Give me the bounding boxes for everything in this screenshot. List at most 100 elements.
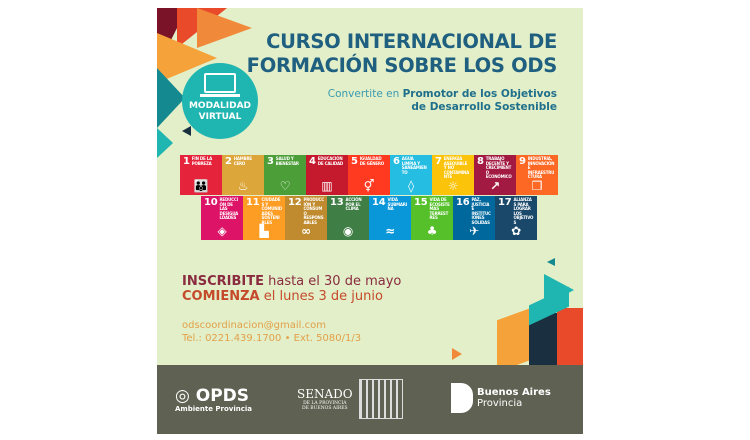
sdg-icon: ◊: [408, 179, 414, 193]
sdg-label: Producción y consumo responsables: [303, 197, 325, 225]
sdg-number: 9: [519, 156, 526, 167]
badge-line: VIRTUAL: [198, 112, 242, 122]
sponsor-footer: ◎ OPDS Ambiente Provincia SENADO DE LA P…: [157, 365, 583, 434]
sdg-number: 8: [477, 156, 484, 167]
sdg-label: Trabajo decente y crecimiento económico: [485, 156, 512, 179]
sdg-label: Alianzas para lograr los objetivos: [513, 197, 534, 225]
comienza-label: COMIENZA: [182, 289, 260, 304]
sdg-label: Paz, justicia e instituciones sólidas: [471, 197, 491, 225]
sdg-tile-9: 9 Industria, innovación e infraestructura…: [516, 155, 558, 195]
sdg-row: 1 Fin de la pobreza 👪 2 Hambre cero ♨ 3 Salud y…: [180, 155, 558, 195]
sdg-icon: ♡: [279, 179, 291, 193]
dates: INSCRIBITE hasta el 30 de mayo COMIENZA …: [182, 274, 401, 304]
sdg-tile-10: 10 Reducción de las desigualdades ◈: [201, 196, 243, 240]
laptop-base: [200, 94, 240, 97]
sdg-tile-6: 6 Agua limpia y saneamiento ◊: [390, 155, 432, 195]
sdg-tile-5: 5 Igualdad de género ⚥: [348, 155, 390, 195]
sdg-icon: ❒: [531, 179, 543, 193]
sdg-row: 10 Reducción de las desigualdades ◈ 11 Ciuda…: [201, 196, 537, 240]
sdg-icon: 👪: [193, 179, 209, 193]
sdg-icon: ♣: [426, 224, 438, 238]
sdg-label: Educación de calidad: [317, 156, 344, 166]
decor-triangle: [182, 126, 191, 136]
sdg-icon: ▥: [321, 179, 333, 193]
sdg-label: Vida submarina: [387, 197, 408, 211]
buenos-aires-logo: Buenos Aires Provincia: [451, 383, 551, 413]
sdg-icon: ◈: [217, 224, 227, 238]
sdg-icon: ✈: [469, 224, 479, 238]
ba-name: Buenos Aires: [477, 387, 551, 398]
sdg-label: Ciudades y comunidades sostenibles: [261, 197, 283, 225]
sdg-label: Vida de ecosistemas terrestres: [429, 197, 450, 220]
sdg-icon: ⚥: [363, 179, 375, 193]
ba-sub: Provincia: [477, 398, 523, 409]
sdg-number: 16: [456, 197, 470, 208]
sdg-tile-3: 3 Salud y bienestar ♡: [264, 155, 306, 195]
sdg-tile-2: 2 Hambre cero ♨: [222, 155, 264, 195]
p-logo-icon: [451, 383, 473, 413]
decor-block: [557, 308, 583, 365]
sdg-number: 6: [393, 156, 400, 167]
senado-name: SENADO: [297, 387, 353, 401]
sdg-number: 3: [267, 156, 274, 167]
decor-triangle: [157, 128, 173, 158]
sdg-label: Agua limpia y saneamiento: [401, 156, 427, 175]
sdg-icon: ≈: [385, 224, 395, 238]
comienza-date: el lunes 3 de junio: [263, 289, 383, 304]
contact: odscoordinacion@gmail.com Tel.: 0221.439…: [182, 319, 361, 345]
sdg-icon: ♨: [237, 179, 249, 193]
sdg-number: 1: [183, 156, 190, 167]
laptop-icon: [204, 73, 236, 93]
sdg-icon: ∞: [301, 224, 311, 238]
decor-triangle: [547, 258, 555, 266]
subtitle: Convertite en Promotor de los Objetivos …: [328, 88, 557, 114]
subtitle-prefix: Convertite en: [327, 88, 400, 100]
ods-course-poster: CURSO INTERNACIONAL DE FORMACIÓN SOBRE L…: [157, 8, 583, 434]
sdg-label: Energía asequible y no contaminante: [443, 156, 470, 179]
sdg-number: 7: [435, 156, 442, 167]
sdg-icon: ↗: [490, 179, 500, 193]
inscribite-date: hasta el 30 de mayo: [268, 274, 402, 289]
decor-triangle: [452, 348, 462, 360]
sdg-grid: 1 Fin de la pobreza 👪 2 Hambre cero ♨ 3 Salud y…: [180, 155, 558, 240]
badge-line: MODALIDAD: [188, 101, 252, 111]
sdg-icon: ✿: [511, 224, 521, 238]
title-line: FORMACIÓN SOBRE LOS ODS: [246, 54, 558, 77]
sdg-tile-12: 12 Producción y consumo responsables ∞: [285, 196, 327, 240]
sdg-tile-11: 11 Ciudades y comunidades sostenibles ▙: [243, 196, 285, 240]
decor-triangle: [157, 68, 185, 128]
sdg-tile-13: 13 Acción por el clima ◉: [327, 196, 369, 240]
senado-logo: SENADO DE LA PROVINCIA DE BUENOS AIRES: [297, 379, 403, 419]
subtitle-bold: de Desarrollo Sostenible: [411, 101, 557, 113]
opds-name: OPDS: [195, 386, 250, 406]
sdg-tile-7: 7 Energía asequible y no contaminante ☼: [432, 155, 474, 195]
sdg-number: 2: [225, 156, 232, 167]
sdg-tile-4: 4 Educación de calidad ▥: [306, 155, 348, 195]
sdg-label: Igualdad de género: [359, 156, 384, 166]
senate-building-icon: [358, 379, 403, 419]
sdg-tile-8: 8 Trabajo decente y crecimiento económico…: [474, 155, 516, 195]
sdg-number: 17: [498, 197, 512, 208]
opds-sub: Ambiente Provincia: [175, 405, 252, 413]
phone-text: Tel.: 0221.439.1700 • Ext. 5080/1/3: [182, 333, 362, 344]
title-line: CURSO INTERNACIONAL DE: [266, 30, 557, 53]
sdg-number: 11: [246, 197, 260, 208]
subtitle-bold: Promotor de los Objetivos: [402, 88, 557, 100]
inscribite-label: INSCRIBITE: [182, 274, 264, 289]
sdg-label: Reducción de las desigualdades: [219, 197, 239, 220]
sdg-number: 5: [351, 156, 358, 167]
sdg-number: 14: [372, 197, 386, 208]
sdg-icon: ◉: [342, 224, 354, 238]
sdg-number: 4: [309, 156, 316, 167]
sdg-label: Acción por el clima: [345, 197, 362, 211]
sdg-icon: ▙: [259, 224, 269, 238]
sdg-tile-15: 15 Vida de ecosistemas terrestres ♣: [411, 196, 453, 240]
sdg-label: Fin de la pobreza: [191, 156, 213, 166]
virtual-modality-badge: MODALIDAD VIRTUAL: [182, 63, 258, 139]
sdg-label: Salud y bienestar: [275, 156, 299, 166]
sdg-number: 12: [288, 197, 302, 208]
sdg-number: 13: [330, 197, 344, 208]
email-text: odscoordinacion@gmail.com: [182, 320, 326, 331]
sdg-label: Hambre cero: [233, 156, 252, 166]
page-title: CURSO INTERNACIONAL DE FORMACIÓN SOBRE L…: [246, 30, 558, 78]
